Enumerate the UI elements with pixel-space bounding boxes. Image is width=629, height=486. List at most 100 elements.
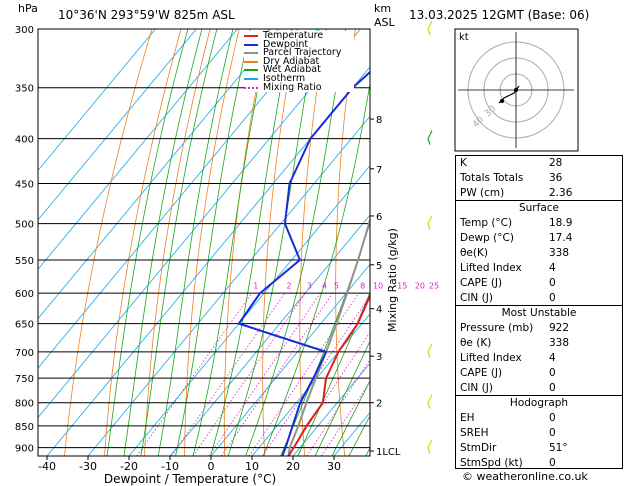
- isotherm-line: [38, 29, 238, 270]
- index-value: 0: [549, 412, 556, 424]
- dry-adiabat-line: [144, 29, 211, 456]
- mixing-ratio-line: [192, 292, 306, 456]
- pressure-tick-label: 850: [15, 422, 34, 433]
- x-tick-label: -20: [120, 460, 138, 473]
- wind-barb: [427, 343, 433, 359]
- pressure-tick-label: 900: [15, 444, 34, 455]
- mixing-ratio-line: [171, 292, 286, 456]
- hodograph-unit: kt: [459, 32, 469, 43]
- mixing-ratio-label: 25: [429, 282, 439, 291]
- index-value: 18.9: [549, 217, 573, 229]
- index-key: θe(K): [460, 247, 488, 259]
- legend-label: Mixing Ratio: [263, 81, 322, 93]
- index-value: 4: [549, 262, 556, 274]
- index-row: CIN (J) 0: [456, 291, 622, 306]
- wet-adiabat-line: [314, 340, 370, 456]
- asl-unit: ASL: [374, 16, 395, 29]
- mixing-ratio-label: 4: [322, 282, 327, 291]
- isotherm-line: [38, 29, 279, 320]
- index-row: Pressure (mb) 922: [456, 321, 622, 336]
- index-value: 0: [549, 427, 556, 439]
- dry-adiabat-line: [184, 29, 240, 456]
- pressure-tick-label: 450: [15, 180, 34, 191]
- legend-label: Isotherm: [263, 72, 306, 84]
- km-tick-label: 2: [376, 399, 382, 410]
- dry-adiabat-line: [335, 29, 356, 456]
- mixing-ratio-label: 5: [334, 282, 339, 291]
- copyright: © weatheronline.co.uk: [462, 470, 588, 483]
- wind-barbs: [427, 20, 433, 454]
- index-key: StmDir: [460, 442, 497, 454]
- pressure-tick-label: 500: [15, 220, 34, 231]
- wet-adiabat-line: [106, 29, 189, 456]
- x-tick-label: 10: [245, 460, 259, 473]
- x-tick-label: -10: [161, 460, 179, 473]
- km-tick-label: 8: [376, 115, 382, 126]
- index-key: StmSpd (kt): [460, 457, 523, 469]
- index-row: EH 0: [456, 411, 622, 426]
- isotherm-line: [38, 29, 197, 221]
- index-value: 4: [549, 352, 556, 364]
- hodograph-box-title: Hodograph: [509, 397, 569, 409]
- wet-adiabat-line: [210, 29, 293, 456]
- index-key: CIN (J): [460, 292, 493, 304]
- mixing-ratio-label: 10: [373, 282, 383, 291]
- wet-adiabat-line: [331, 379, 370, 456]
- mixing-ratio-label: 20: [415, 282, 425, 291]
- mixing-ratio-label: 3: [307, 282, 312, 291]
- mixing-ratio-line: [208, 292, 321, 456]
- dry-adiabat-line: [64, 29, 153, 456]
- isotherm-line: [38, 29, 156, 172]
- legend-item: Isotherm: [244, 74, 354, 83]
- legend-swatch: [244, 86, 258, 89]
- isotherm-line: [38, 29, 361, 419]
- wind-barb: [427, 439, 433, 454]
- hodograph: kt 40 30: [454, 28, 579, 152]
- index-value: 2.36: [549, 187, 573, 199]
- legend-item: Temperature: [244, 31, 354, 40]
- km-tick-label: 3: [376, 352, 382, 363]
- legend-swatch: [244, 60, 258, 63]
- wet-adiabat-line: [123, 29, 203, 456]
- mixing-ratio-label: 15: [397, 282, 407, 291]
- index-value: 338: [549, 247, 570, 259]
- wet-adiabat-line: [227, 29, 318, 456]
- index-row: CAPE (J) 0: [456, 366, 622, 381]
- mixing-ratio-line: [306, 358, 370, 456]
- isotherm-line: [87, 115, 370, 456]
- legend-swatch: [244, 35, 258, 37]
- index-key: EH: [460, 412, 475, 424]
- hodograph-point: [514, 88, 518, 92]
- mixing-ratio-line: [221, 292, 333, 456]
- index-value: 922: [549, 322, 570, 334]
- pressure-tick-label: 400: [15, 135, 34, 146]
- index-value: 0: [549, 277, 556, 289]
- legend-swatch: [244, 43, 258, 46]
- wind-barb: [427, 130, 433, 145]
- isotherm-line: [292, 362, 370, 456]
- parcel-trajectory: [287, 216, 370, 456]
- mixing-ratio-label: 2: [286, 282, 291, 291]
- surface-title: Surface: [518, 202, 559, 214]
- legend-item: Mixing Ratio: [244, 81, 354, 93]
- legend-label: Temperature: [263, 30, 324, 41]
- hpa-unit: hPa: [18, 2, 38, 15]
- dry-adiabat-line: [223, 29, 269, 456]
- x-axis-title: Dewpoint / Temperature (°C): [104, 472, 276, 486]
- legend-label: Dewpoint: [263, 38, 309, 50]
- wind-barb: [427, 215, 433, 230]
- index-key: PW (cm): [460, 187, 505, 199]
- index-value: 28: [549, 157, 563, 169]
- wind-barb: [427, 20, 433, 36]
- dry-adiabat-line: [404, 29, 425, 456]
- isotherm-line: [38, 29, 320, 369]
- km-unit: km: [374, 2, 392, 15]
- mixing-ratio-line: [248, 292, 360, 456]
- hodograph-point: [500, 99, 504, 103]
- index-row: θe (K) 338: [456, 336, 622, 351]
- legend-item: Dewpoint: [244, 38, 354, 50]
- km-tick-label: 6: [376, 212, 382, 223]
- index-value: 0: [549, 292, 556, 304]
- wet-adiabat-line: [140, 29, 218, 456]
